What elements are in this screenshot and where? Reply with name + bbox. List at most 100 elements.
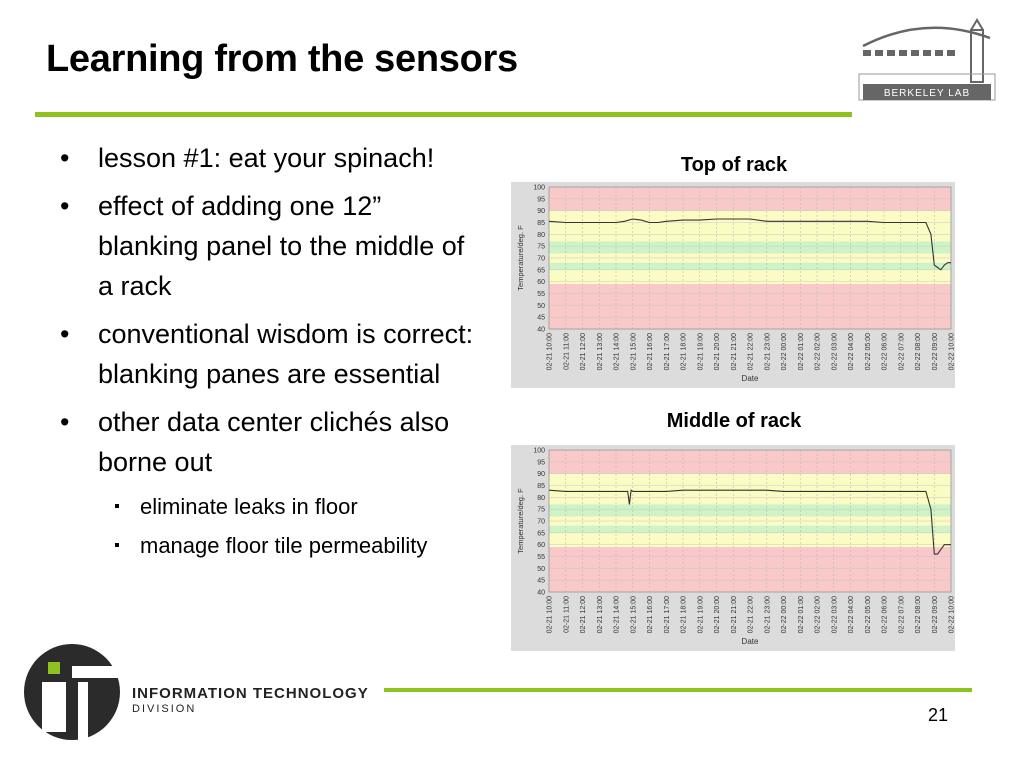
x-tick-label: 02-21 22:00 bbox=[748, 596, 755, 633]
x-tick-label: 02-22 09:00 bbox=[932, 333, 939, 370]
x-tick-label: 02-21 10:00 bbox=[547, 333, 554, 370]
footer-divider bbox=[384, 688, 972, 692]
y-tick-label: 50 bbox=[537, 566, 545, 573]
x-tick-label: 02-21 21:00 bbox=[731, 333, 738, 370]
x-tick-label: 02-22 05:00 bbox=[865, 333, 872, 370]
title-divider bbox=[35, 112, 852, 117]
x-tick-label: 02-22 04:00 bbox=[848, 596, 855, 633]
x-tick-label: 02-21 23:00 bbox=[764, 333, 771, 370]
y-tick-label: 60 bbox=[537, 279, 545, 286]
x-tick-label: 02-21 14:00 bbox=[614, 596, 621, 633]
x-tick-label: 02-21 15:00 bbox=[630, 596, 637, 633]
x-tick-label: 02-22 10:00 bbox=[949, 596, 956, 633]
y-tick-label: 75 bbox=[537, 244, 545, 251]
y-tick-label: 65 bbox=[537, 530, 545, 537]
x-tick-label: 02-21 18:00 bbox=[681, 333, 688, 370]
bullet-item: other data center clichés also borne out bbox=[60, 402, 480, 482]
x-tick-label: 02-22 07:00 bbox=[898, 333, 905, 370]
y-tick-label: 60 bbox=[537, 542, 545, 549]
x-tick-label: 02-21 12:00 bbox=[580, 333, 587, 370]
x-tick-label: 02-21 23:00 bbox=[764, 596, 771, 633]
x-tick-label: 02-21 10:00 bbox=[547, 596, 554, 633]
plot-frame bbox=[548, 186, 952, 330]
series-line bbox=[548, 489, 951, 555]
y-tick-label: 50 bbox=[537, 303, 545, 310]
y-axis-label: Temperature/deg. F bbox=[516, 488, 525, 554]
y-tick-label: 65 bbox=[537, 267, 545, 274]
x-tick-label: 02-22 04:00 bbox=[848, 333, 855, 370]
x-tick-label: 02-22 03:00 bbox=[831, 333, 838, 370]
x-tick-label: 02-21 17:00 bbox=[664, 596, 671, 633]
y-tick-label: 55 bbox=[537, 554, 545, 561]
y-tick-label: 100 bbox=[533, 185, 545, 192]
berkeley-lab-logo-text: BERKELEY LAB bbox=[884, 88, 970, 99]
x-tick-label: 02-21 14:00 bbox=[614, 333, 621, 370]
x-tick-label: 02-21 16:00 bbox=[647, 596, 654, 633]
bullet-item: manage floor tile permeability bbox=[60, 529, 480, 562]
x-tick-label: 02-22 03:00 bbox=[831, 596, 838, 633]
band-red bbox=[549, 547, 951, 592]
y-tick-label: 45 bbox=[537, 578, 545, 585]
y-axis-label: Temperature/deg. F bbox=[516, 225, 525, 291]
top-of-rack-chart: 40 45 50 55 60 65 70 75 80 85 90 95 100 02-21 10:00 02… bbox=[511, 182, 955, 388]
x-tick-label: 02-21 12:00 bbox=[580, 596, 587, 633]
middle-of-rack-chart: 40 45 50 55 60 65 70 75 80 85 90 95 100 02-21 10:00 02… bbox=[511, 445, 955, 651]
y-tick-label: 90 bbox=[537, 208, 545, 215]
x-tick-label: 02-21 19:00 bbox=[697, 333, 704, 370]
y-tick-label: 75 bbox=[537, 507, 545, 514]
y-tick-label: 70 bbox=[537, 519, 545, 526]
y-tick-label: 45 bbox=[537, 315, 545, 322]
y-tick-label: 40 bbox=[537, 327, 545, 334]
chart-title-top: Top of rack bbox=[680, 154, 788, 176]
x-tick-label: 02-21 16:00 bbox=[647, 333, 654, 370]
x-tick-label: 02-21 22:00 bbox=[748, 333, 755, 370]
x-axis-label: Date bbox=[742, 374, 759, 383]
x-tick-label: 02-21 20:00 bbox=[714, 596, 721, 633]
it-division-subname: DIVISION bbox=[132, 703, 197, 715]
x-tick-label: 02-21 17:00 bbox=[664, 333, 671, 370]
y-tick-label: 80 bbox=[537, 232, 545, 239]
x-tick-label: 02-21 13:00 bbox=[597, 333, 604, 370]
x-tick-label: 02-22 05:00 bbox=[865, 596, 872, 633]
slide-title: Learning from the sensors bbox=[46, 38, 518, 80]
y-tick-label: 70 bbox=[537, 256, 545, 263]
band-green bbox=[549, 525, 951, 533]
x-tick-label: 02-21 15:00 bbox=[630, 333, 637, 370]
x-tick-label: 02-21 11:00 bbox=[563, 596, 570, 633]
x-tick-label: 02-22 00:00 bbox=[781, 333, 788, 370]
x-tick-label: 02-21 20:00 bbox=[714, 333, 721, 370]
bullet-item: lesson #1: eat your spinach! bbox=[60, 138, 480, 178]
x-tick-label: 02-21 18:00 bbox=[681, 596, 688, 633]
x-tick-label: 02-22 06:00 bbox=[882, 333, 889, 370]
x-tick-label: 02-22 02:00 bbox=[815, 333, 822, 370]
y-tick-label: 80 bbox=[537, 495, 545, 502]
y-tick-label: 90 bbox=[537, 471, 545, 478]
band-red bbox=[549, 284, 951, 329]
x-tick-label: 02-21 21:00 bbox=[731, 596, 738, 633]
x-tick-label: 02-22 08:00 bbox=[915, 596, 922, 633]
x-tick-label: 02-22 02:00 bbox=[815, 596, 822, 633]
bullet-item: conventional wisdom is correct: blanking… bbox=[60, 314, 480, 394]
y-tick-label: 100 bbox=[533, 448, 545, 455]
it-division-logo bbox=[24, 644, 122, 740]
y-tick-label: 95 bbox=[537, 459, 545, 466]
series-line bbox=[548, 218, 951, 271]
x-tick-label: 02-21 11:00 bbox=[563, 333, 570, 370]
y-tick-label: 55 bbox=[537, 291, 545, 298]
x-tick-label: 02-21 13:00 bbox=[597, 596, 604, 633]
y-tick-label: 85 bbox=[537, 220, 545, 227]
x-tick-label: 02-22 09:00 bbox=[932, 596, 939, 633]
bullet-item: effect of adding one 12” blanking panel … bbox=[60, 186, 480, 306]
x-tick-label: 02-22 10:00 bbox=[949, 333, 956, 370]
x-tick-label: 02-22 08:00 bbox=[915, 333, 922, 370]
y-tick-label: 85 bbox=[537, 483, 545, 490]
band-green bbox=[549, 262, 951, 270]
x-tick-label: 02-22 07:00 bbox=[898, 596, 905, 633]
x-tick-label: 02-22 01:00 bbox=[798, 596, 805, 633]
x-axis-label: Date bbox=[742, 637, 759, 646]
x-tick-label: 02-22 01:00 bbox=[798, 333, 805, 370]
x-tick-label: 02-21 19:00 bbox=[697, 596, 704, 633]
y-tick-label: 40 bbox=[537, 590, 545, 597]
bullet-list: lesson #1: eat your spinach! effect of ad… bbox=[60, 138, 480, 568]
bullet-item: eliminate leaks in floor bbox=[60, 490, 480, 523]
